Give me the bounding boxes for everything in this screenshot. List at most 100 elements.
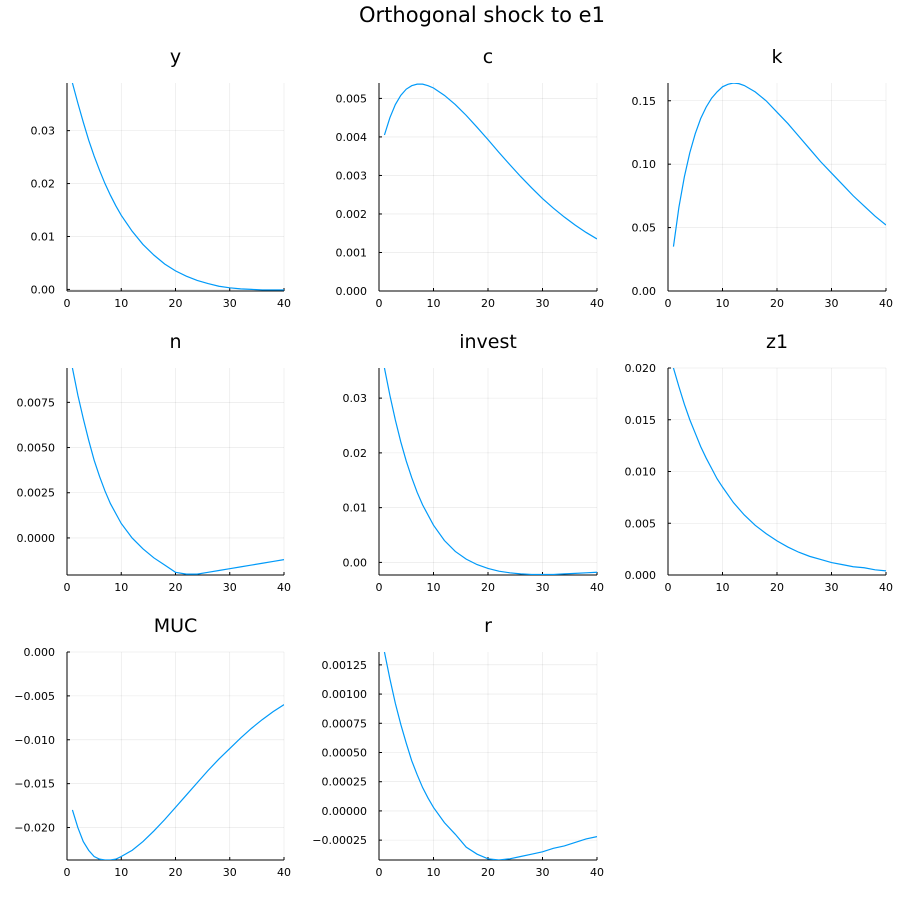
subplot-n: n 0 10 20 30 40 0.0000 0.0025 0.0050 0.0075 — [17, 331, 292, 594]
y-tick-label: 0.020 — [625, 362, 657, 375]
x-tick-label: 40 — [277, 581, 291, 594]
subplot-r: r 0 10 20 30 40 −0.00025 0.00000 0.00025 0.00050 0… — [312, 615, 604, 879]
series-line-c — [383, 83, 597, 240]
subplot-title: invest — [459, 331, 517, 353]
x-tick-label: 0 — [64, 581, 71, 594]
x-tick-label: 30 — [536, 581, 550, 594]
y-tick-label: −0.020 — [14, 822, 55, 835]
subplot-title: r — [484, 615, 492, 637]
y-tick-label: 0.005 — [625, 517, 657, 530]
x-tick-label: 20 — [770, 581, 784, 594]
y-tick-label: 0.004 — [336, 131, 368, 144]
y-tick-label: 0.000 — [24, 646, 56, 659]
x-tick-label: 30 — [825, 297, 839, 310]
y-tick-label: 0.003 — [336, 169, 368, 182]
y-tick-label: 0.00050 — [322, 746, 368, 759]
x-tick-label: 30 — [536, 297, 550, 310]
x-tick-label: 20 — [169, 581, 183, 594]
x-tick-label: 30 — [223, 581, 237, 594]
subplot-title: k — [771, 46, 782, 68]
y-tick-label: 0.01 — [31, 230, 56, 243]
y-tick-label: 0.00 — [632, 285, 657, 298]
y-tick-label: −0.005 — [14, 690, 55, 703]
subplot-y: y 0 10 20 30 40 0.00 0.01 0.02 0.03 — [31, 46, 292, 310]
subplot-k: k 0 10 20 30 40 0.00 0.05 0.10 0.15 — [632, 46, 894, 310]
x-tick-label: 20 — [481, 866, 495, 879]
y-tick-label: 0.002 — [336, 208, 368, 221]
series-line-invest — [383, 368, 597, 575]
x-tick-label: 0 — [665, 581, 672, 594]
series-line-r — [383, 652, 597, 860]
subplot-grid: y 0 10 20 30 40 0.00 0.01 0.02 0.03 c 0 10 20 30 40 0.00… — [14, 46, 893, 879]
y-tick-label: 0.02 — [31, 178, 56, 191]
y-tick-label: 0.00100 — [322, 688, 368, 701]
x-tick-label: 10 — [114, 866, 128, 879]
y-tick-label: 0.0025 — [17, 487, 56, 500]
y-tick-label: 0.015 — [625, 414, 657, 427]
x-tick-label: 40 — [590, 297, 604, 310]
series-line-k — [672, 83, 886, 247]
y-tick-label: 0.15 — [632, 95, 657, 108]
x-tick-label: 20 — [770, 297, 784, 310]
subplot-title: y — [170, 46, 181, 68]
series-line-n — [71, 368, 284, 575]
x-tick-label: 10 — [427, 297, 441, 310]
x-tick-label: 40 — [590, 581, 604, 594]
x-tick-label: 0 — [376, 581, 383, 594]
x-tick-label: 10 — [716, 581, 730, 594]
y-tick-label: −0.015 — [14, 778, 55, 791]
y-tick-label: 0.001 — [336, 246, 368, 259]
y-tick-label: 0.0000 — [17, 532, 56, 545]
x-tick-label: 0 — [64, 866, 71, 879]
x-tick-label: 40 — [277, 297, 291, 310]
y-tick-label: 0.005 — [336, 92, 368, 105]
y-tick-label: 0.05 — [632, 222, 657, 235]
x-tick-label: 30 — [223, 866, 237, 879]
x-tick-label: 10 — [114, 581, 128, 594]
y-tick-label: 0.0075 — [17, 396, 56, 409]
y-tick-label: 0.000 — [336, 285, 368, 298]
x-tick-label: 0 — [376, 297, 383, 310]
x-tick-label: 20 — [169, 297, 183, 310]
y-tick-label: 0.00 — [343, 556, 368, 569]
y-tick-label: 0.00025 — [322, 776, 368, 789]
y-tick-label: 0.02 — [343, 447, 368, 460]
x-tick-label: 20 — [481, 581, 495, 594]
subplot-c: c 0 10 20 30 40 0.000 0.001 0.002 0.003 0.004 0.005 — [336, 46, 605, 310]
subplot-z1: z1 0 10 20 30 40 0.000 0.005 0.010 0.015 0.020 — [625, 331, 894, 594]
subplot-title: z1 — [766, 331, 788, 353]
figure-title: Orthogonal shock to e1 — [359, 3, 605, 27]
y-tick-label: 0.03 — [31, 125, 56, 138]
x-tick-label: 20 — [481, 297, 495, 310]
x-tick-label: 0 — [376, 866, 383, 879]
subplot-title: n — [169, 331, 181, 353]
x-tick-label: 20 — [169, 866, 183, 879]
series-line-y — [71, 83, 284, 291]
series-line-MUC — [71, 704, 284, 860]
y-tick-label: −0.00025 — [312, 834, 367, 847]
x-tick-label: 30 — [536, 866, 550, 879]
x-tick-label: 0 — [64, 297, 71, 310]
x-tick-label: 10 — [427, 866, 441, 879]
x-tick-label: 40 — [879, 297, 893, 310]
x-tick-label: 40 — [277, 866, 291, 879]
x-tick-label: 10 — [427, 581, 441, 594]
x-tick-label: 0 — [665, 297, 672, 310]
y-tick-label: 0.00 — [31, 283, 56, 296]
x-tick-label: 10 — [716, 297, 730, 310]
subplot-title: c — [483, 46, 493, 68]
subplot-title: MUC — [154, 615, 198, 637]
subplot-invest: invest 0 10 20 30 40 0.00 0.01 0.02 0.03 — [343, 331, 605, 594]
x-tick-label: 30 — [825, 581, 839, 594]
subplot-MUC: MUC 0 10 20 30 40 −0.020 −0.015 −0.010 −0.005 0.00… — [14, 615, 291, 879]
y-tick-label: 0.0050 — [17, 442, 56, 455]
x-tick-label: 10 — [114, 297, 128, 310]
y-tick-label: 0.00075 — [322, 717, 368, 730]
y-tick-label: 0.01 — [343, 502, 368, 515]
x-tick-label: 40 — [590, 866, 604, 879]
y-tick-label: 0.03 — [343, 392, 368, 405]
y-tick-label: −0.010 — [14, 734, 55, 747]
y-tick-label: 0.010 — [625, 466, 657, 479]
series-line-z1 — [672, 368, 886, 572]
